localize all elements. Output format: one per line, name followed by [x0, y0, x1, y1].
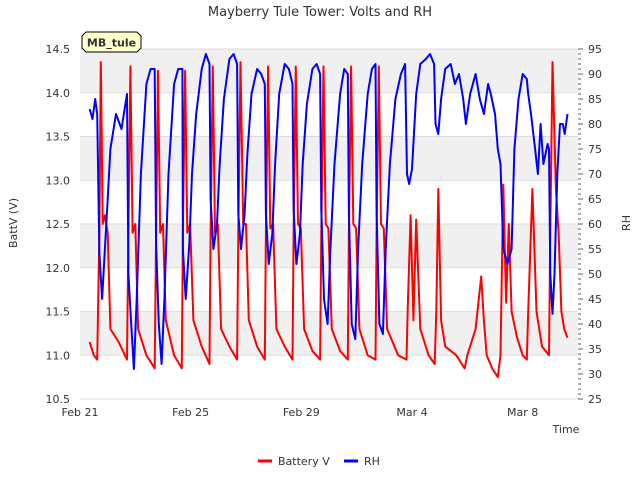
y-tick-label-left: 11.5 [46, 306, 71, 319]
y-tick-label-right: 50 [588, 268, 602, 281]
site-label: MB_tule [81, 31, 142, 53]
x-tick-label: Feb 29 [283, 406, 320, 419]
y-tick-label-right: 70 [588, 168, 602, 181]
y-tick-label-right: 85 [588, 93, 602, 106]
y-tick-label-right: 55 [588, 243, 602, 256]
y-tick-label-right: 35 [588, 343, 602, 356]
y-tick-label-left: 13.5 [46, 131, 71, 144]
y-axis-left-label: BattV (V) [7, 198, 20, 248]
y-tick-label-right: 60 [588, 218, 602, 231]
series-lines [88, 53, 569, 379]
plot-band [80, 49, 578, 93]
y-tick-label-right: 95 [588, 43, 602, 56]
y-tick-label-left: 12.5 [46, 218, 71, 231]
x-tick-label: Feb 21 [62, 406, 99, 419]
y-tick-label-right: 40 [588, 318, 602, 331]
legend: Battery V RH [258, 455, 380, 468]
y-tick-label-right: 65 [588, 193, 602, 206]
gridlines [80, 48, 578, 400]
y-tick-label-left: 14.5 [46, 43, 71, 56]
legend-label-rh: RH [364, 455, 380, 468]
site-label-text: MB_tule [87, 37, 136, 50]
y-axis-right-label: RH [620, 215, 633, 231]
x-tick-label: Mar 4 [396, 406, 427, 419]
x-tick-label: Mar 8 [507, 406, 538, 419]
legend-label-battery: Battery V [278, 455, 330, 468]
axes: 10.5 11.0 11.5 12.0 12.5 13.0 13.5 14.0 14.5 25 30… [46, 43, 603, 419]
y-tick-label-right: 45 [588, 293, 602, 306]
chart-title: Mayberry Tule Tower: Volts and RH [208, 5, 432, 20]
y-tick-label-left: 12.0 [46, 262, 71, 275]
x-axis-label: Time [552, 423, 580, 436]
y-tick-label-right: 25 [588, 393, 602, 406]
y-tick-label-left: 11.0 [46, 349, 71, 362]
y-tick-label-right: 30 [588, 368, 602, 381]
y-tick-label-right: 75 [588, 143, 602, 156]
y-tick-label-left: 10.5 [46, 393, 71, 406]
x-tick-label: Feb 25 [172, 406, 209, 419]
y-tick-label-right: 90 [588, 68, 602, 81]
y-tick-label-left: 14.0 [46, 87, 71, 100]
y-tick-label-right: 80 [588, 118, 602, 131]
plot-band [80, 136, 578, 181]
series-line-rh [88, 53, 569, 370]
y-tick-label-left: 13.0 [46, 174, 71, 187]
